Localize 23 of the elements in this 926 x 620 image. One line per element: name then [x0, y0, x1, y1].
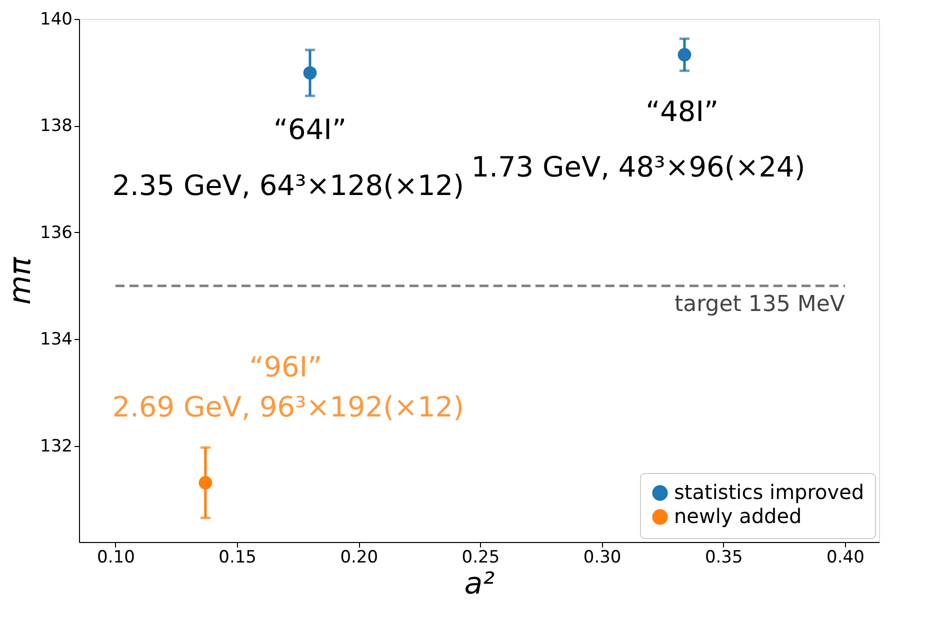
- x-tick-label: 0.15: [218, 548, 256, 568]
- y-tick-label: 134: [40, 330, 72, 350]
- x-tick-label: 0.20: [340, 548, 378, 568]
- x-axis-title: a²: [464, 566, 495, 602]
- y-tick-label: 138: [40, 116, 72, 136]
- x-tick-label: 0.40: [826, 548, 864, 568]
- x-tick-label: 0.10: [97, 548, 135, 568]
- x-tick-label: 0.35: [704, 548, 743, 568]
- y-tick-label: 132: [40, 436, 72, 456]
- ref-line-label: target 135 MeV: [674, 292, 845, 317]
- y-axis-title: mπ: [3, 256, 38, 305]
- annotation: “48I”: [646, 94, 718, 128]
- x-tick-label: 0.30: [583, 548, 622, 568]
- annotation: 2.69 GeV, 96³×192(×12): [112, 390, 464, 424]
- annotation: 2.35 GeV, 64³×128(×12): [112, 169, 464, 202]
- annotation: “64I”: [274, 113, 346, 146]
- x-tick-label: 0.25: [462, 548, 500, 568]
- legend-label: statistics improved: [674, 480, 864, 504]
- y-tick-label: 136: [40, 222, 72, 243]
- y-tick-label: 140: [40, 10, 72, 30]
- annotation: “96I”: [249, 350, 322, 384]
- annotation: 1.73 GeV, 48³×96(×24): [471, 150, 806, 184]
- legend-label: newly added: [674, 504, 802, 528]
